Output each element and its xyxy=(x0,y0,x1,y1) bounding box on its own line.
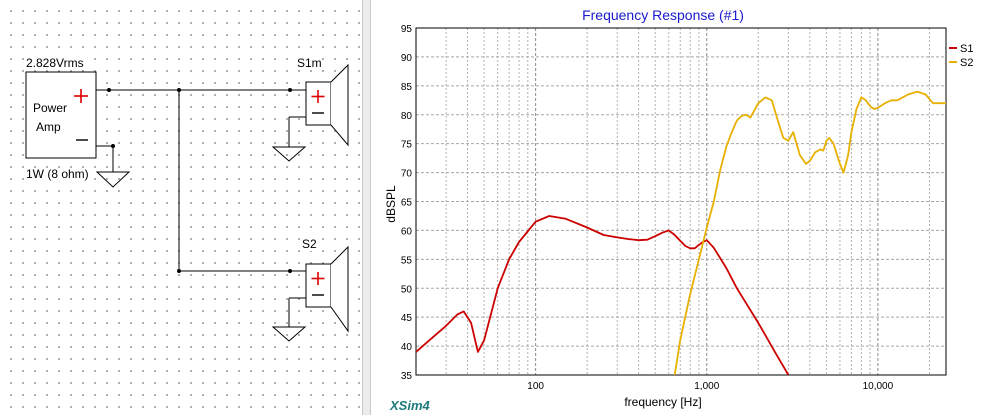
y-tick-label: 60 xyxy=(401,226,413,237)
schematic-canvas[interactable]: 2.828Vrms Power Amp 1W (8 ohm) S1m S2 xyxy=(0,0,362,415)
series-line-s1 xyxy=(416,215,790,375)
x-tick-label: 1,000 xyxy=(694,381,719,392)
driver-s2[interactable] xyxy=(305,245,349,333)
schematic-drawing xyxy=(25,63,349,342)
chart-grid xyxy=(415,27,946,376)
chart-title: Frequency Response (#1) xyxy=(582,7,744,23)
driver2-label: S2 xyxy=(302,237,317,251)
pane-splitter[interactable] xyxy=(362,0,371,415)
xsim-watermark: XSim4 xyxy=(390,398,430,413)
y-tick-label: 80 xyxy=(401,111,413,122)
frequency-response-chart[interactable]: Frequency Response (#1) 35 40 45 50 55 60 65 70… xyxy=(371,0,988,415)
y-tick-label: 70 xyxy=(401,169,413,180)
s2-ground-icon xyxy=(271,326,307,342)
driver1-label: S1m xyxy=(297,56,322,70)
plot-frame xyxy=(415,27,947,376)
amp-label-line2: Amp xyxy=(36,120,61,134)
x-axis-label: frequency [Hz] xyxy=(624,395,701,409)
x-tick-label: 100 xyxy=(527,381,544,392)
y-tick-label: 65 xyxy=(401,198,413,209)
power-amp-block[interactable] xyxy=(25,71,97,159)
chart-series xyxy=(416,90,946,375)
source-voltage-label: 2.828Vrms xyxy=(26,56,84,70)
y-tick-label: 50 xyxy=(401,284,413,295)
y-tick-label: 45 xyxy=(401,313,413,324)
series-line-s2 xyxy=(673,90,946,375)
y-tick-label: 75 xyxy=(401,140,413,151)
legend-label-s2: S2 xyxy=(960,57,973,69)
y-axis-label: dBSPL xyxy=(384,185,398,223)
y-tick-label: 35 xyxy=(401,371,413,382)
amp-label-line1: Power xyxy=(33,101,68,115)
chart-axes: 35 40 45 50 55 60 65 70 75 80 85 90 95 100 1,000 10,000 xyxy=(401,24,947,392)
x-tick-label: 10,000 xyxy=(863,381,894,392)
y-tick-label: 85 xyxy=(401,82,413,93)
y-tick-label: 40 xyxy=(401,342,413,353)
s1m-ground-icon xyxy=(271,146,307,162)
amp-power-label: 1W (8 ohm) xyxy=(26,167,89,181)
legend-label-s1: S1 xyxy=(960,43,973,55)
frequency-response-panel: Frequency Response (#1) 35 40 45 50 55 60 65 70… xyxy=(371,0,988,415)
y-tick-label: 95 xyxy=(401,24,413,35)
amp-ground-icon xyxy=(95,171,131,188)
driver-s1m[interactable] xyxy=(305,63,349,147)
y-tick-label: 55 xyxy=(401,255,413,266)
y-tick-label: 90 xyxy=(401,53,413,64)
